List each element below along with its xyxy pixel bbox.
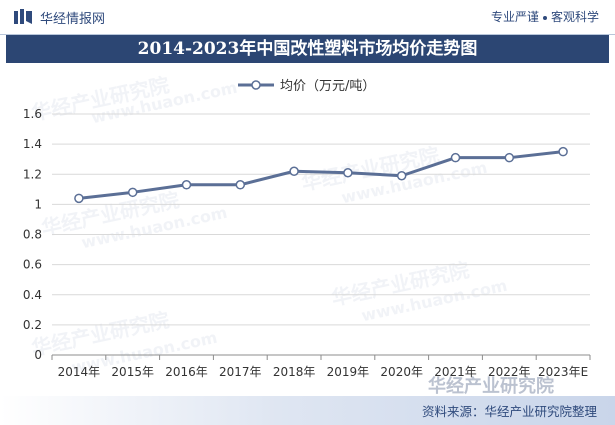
y-tick-label: 1.2 <box>23 167 42 181</box>
source-text: 资料来源：华经产业研究院整理 <box>421 404 597 419</box>
x-tick-label: 2014年 <box>58 365 101 379</box>
logo-text: 华经情报网 <box>40 12 106 27</box>
x-tick-label: 2022年 <box>488 365 531 379</box>
y-tick-label: 0.6 <box>23 258 42 272</box>
x-tick-label: 2023年E <box>538 365 588 379</box>
chart-area: 华经产业研究院 www.huaon.com 华经产业研究院 www.huaon.… <box>0 63 615 393</box>
source-bar: 资料来源：华经产业研究院整理 <box>0 396 615 425</box>
y-tick-label: 0.4 <box>23 288 42 302</box>
data-point <box>343 167 353 178</box>
x-tick-label: 2021年 <box>434 365 477 379</box>
chart-title: 2014-2023年中国改性塑料市场均价走势图 <box>6 35 609 63</box>
data-point <box>558 146 568 157</box>
data-point <box>181 180 192 190</box>
legend-marker <box>251 80 261 90</box>
data-point <box>396 171 407 181</box>
top-bar: 华经情报网 专业严谨 客观科学 <box>0 0 615 35</box>
x-tick-label: 2020年 <box>380 365 423 379</box>
data-point <box>127 187 138 198</box>
source-watermark: 华经产业研究院 <box>428 376 554 397</box>
y-tick-label: 1.6 <box>23 107 42 121</box>
data-point <box>235 180 246 190</box>
logo-icon <box>14 9 32 24</box>
data-point <box>289 166 299 176</box>
tagline-dot <box>542 15 547 20</box>
data-point <box>74 193 84 204</box>
y-tick-label: 0.2 <box>23 318 42 332</box>
data-point <box>504 152 515 163</box>
x-tick-label: 2018年 <box>273 365 316 379</box>
series-line <box>78 150 564 200</box>
x-tick-label: 2017年 <box>219 365 262 379</box>
tagline-right: 客观科学 <box>550 10 599 24</box>
x-tick-label: 2019年 <box>327 365 370 379</box>
x-tick-label: 2016年 <box>165 365 208 379</box>
legend-label: 均价（万元/吨） <box>280 79 375 94</box>
y-tick-label: 1.4 <box>23 137 42 151</box>
tagline-left: 专业严谨 <box>490 10 539 24</box>
x-tick-label: 2015年 <box>111 365 154 379</box>
data-point <box>450 152 461 163</box>
y-tick-label: 1 <box>34 197 42 211</box>
y-tick-label: 0 <box>34 348 42 362</box>
y-tick-label: 0.8 <box>23 228 42 242</box>
tagline: 专业严谨 客观科学 <box>491 8 599 25</box>
line-chart: 0 0.2 0.4 0.6 0.8 1 1.2 1.4 1.6 2014年 2015年 2016年 20… <box>23 79 591 379</box>
